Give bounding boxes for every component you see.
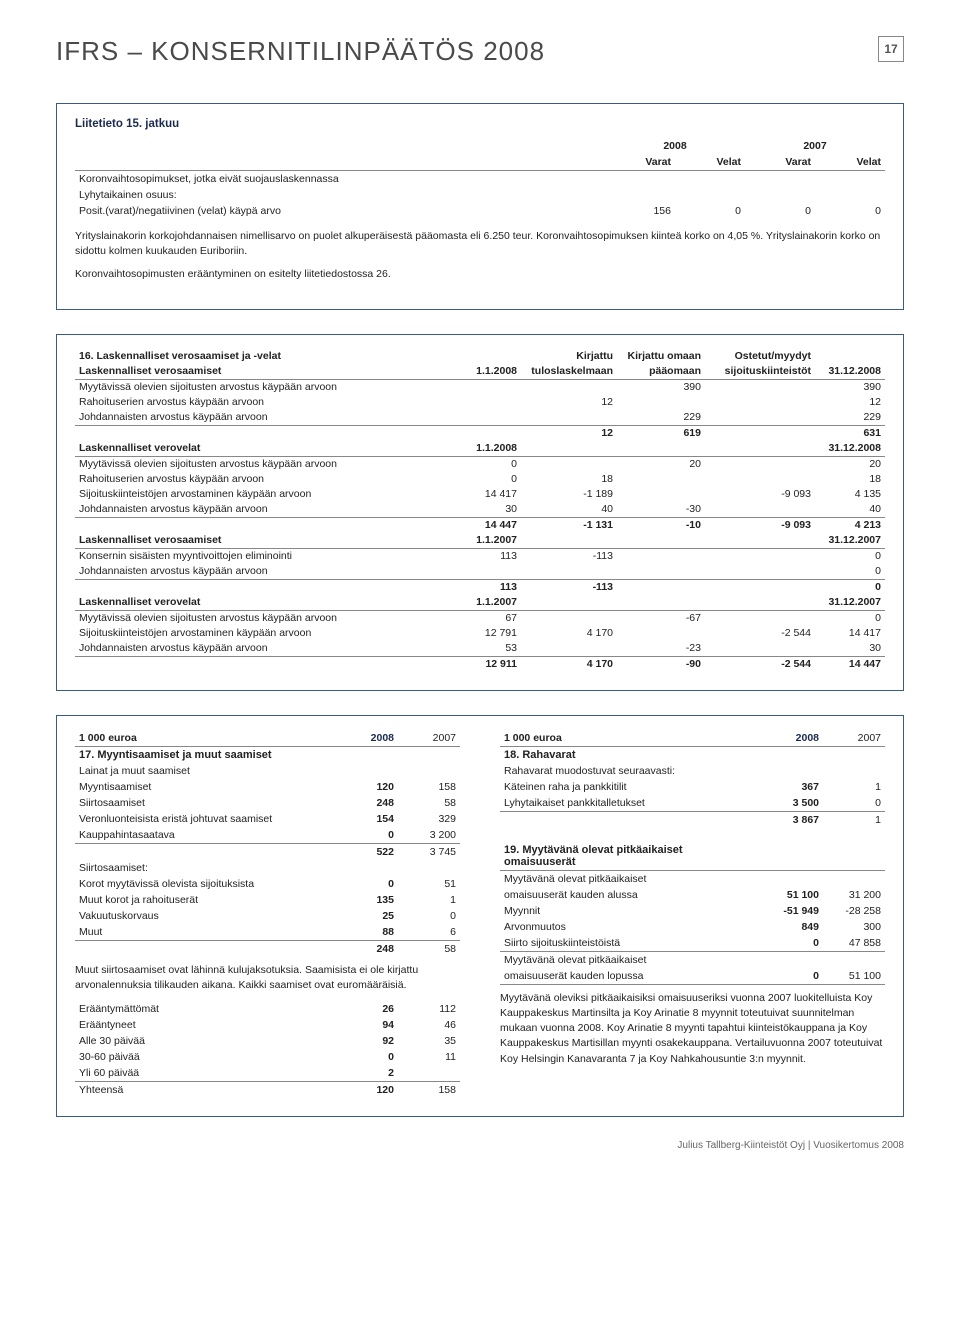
page-title: IFRS – KONSERNITILINPÄÄTÖS 2008 [56,36,545,67]
footer-text: Julius Tallberg-Kiinteistöt Oyj | Vuosik… [677,1140,904,1151]
note-17-19-box: 1 000 euroa20082007 17. Myyntisaamiset j… [56,715,904,1117]
note-15-box: Liitetieto 15. jatkuu 2008 2007 VaratVel… [56,103,904,310]
page-number: 17 [878,36,904,62]
note16-table: 16. Laskennalliset verosaamiset ja -vela… [75,349,885,672]
right-col: 1 000 euroa20082007 18. Rahavarat Rahava… [500,730,885,1098]
note17-table: 1 000 euroa20082007 17. Myyntisaamiset j… [75,730,460,957]
note15-p2: Koronvaihtosopimusten erääntyminen on es… [75,267,885,282]
note19-table: 19. Myytävänä olevat pitkäaikaiset omais… [500,842,885,985]
note17c-table: Erääntymättömät26112 Erääntyneet9446 All… [75,1001,460,1098]
note18-table: 1 000 euroa20082007 18. Rahavarat Rahava… [500,730,885,828]
left-col: 1 000 euroa20082007 17. Myyntisaamiset j… [75,730,460,1098]
note19-text: Myytävänä oleviksi pitkäaikaisiksi omais… [500,991,885,1067]
note15-caption: Liitetieto 15. jatkuu [75,118,885,130]
note15-p1: Yrityslainakorin korkojohdannaisen nimel… [75,229,885,259]
note17-text: Muut siirtosaamiset ovat lähinnä kulujak… [75,963,460,993]
note15-table: 2008 2007 VaratVelat VaratVelat Koronvai… [75,138,885,219]
note-16-box: 16. Laskennalliset verosaamiset ja -vela… [56,334,904,691]
